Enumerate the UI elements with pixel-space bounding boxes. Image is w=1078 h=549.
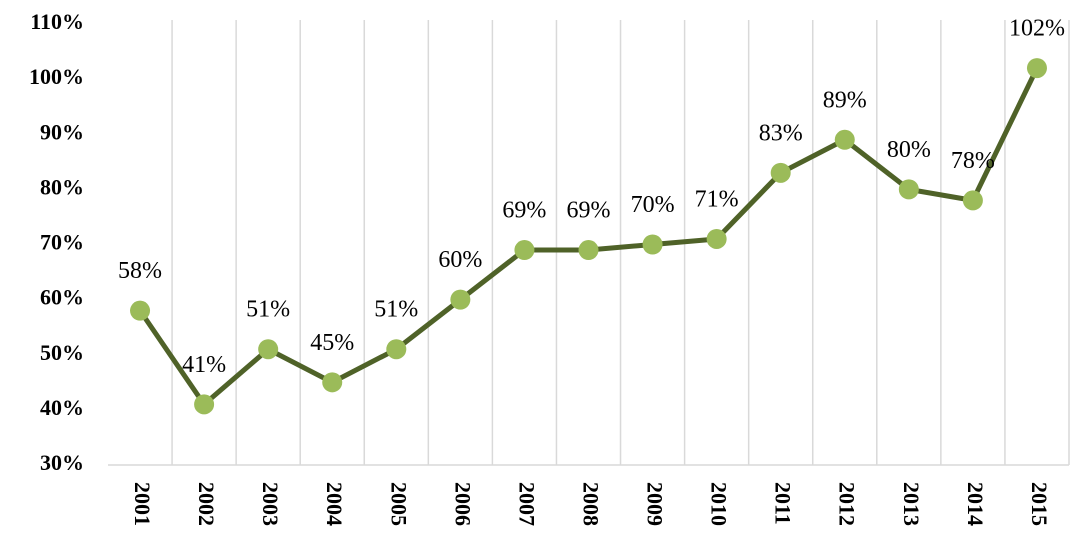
x-tick-label: 2015 (1027, 482, 1052, 526)
data-label: 51% (374, 297, 418, 323)
data-label: 51% (246, 297, 290, 323)
marker (578, 240, 599, 261)
data-label: 80% (887, 137, 931, 163)
data-label: 69% (567, 198, 611, 224)
marker (386, 339, 407, 360)
marker (642, 234, 663, 255)
marker (194, 394, 215, 415)
data-label: 58% (118, 258, 162, 284)
x-tick-label: 2011 (771, 482, 796, 525)
data-label: 70% (631, 192, 675, 218)
x-tick-label: 2008 (578, 482, 603, 526)
data-label: 69% (502, 198, 546, 224)
x-tick-label: 2006 (450, 482, 475, 526)
y-tick-label: 80% (40, 174, 84, 199)
x-tick-label: 2014 (963, 482, 988, 526)
data-label: 83% (759, 120, 803, 146)
data-label: 45% (310, 330, 354, 356)
x-tick-label: 2005 (386, 482, 411, 526)
marker (706, 228, 727, 249)
y-tick-label: 40% (40, 395, 84, 420)
data-label: 102% (1009, 16, 1065, 42)
x-tick-label: 2010 (707, 482, 732, 526)
x-tick-label: 2004 (322, 482, 347, 526)
marker (450, 289, 471, 310)
x-tick-label: 2009 (643, 482, 668, 526)
x-tick-label: 2002 (194, 482, 219, 526)
marker (514, 240, 535, 261)
x-tick-label: 2001 (130, 482, 155, 526)
x-tick-label: 2007 (514, 482, 539, 526)
marker (834, 129, 855, 150)
y-tick-label: 50% (40, 340, 84, 365)
y-tick-label: 60% (40, 285, 84, 310)
marker (1026, 58, 1047, 79)
marker (130, 300, 151, 321)
marker (258, 339, 279, 360)
y-tick-label: 30% (40, 450, 84, 475)
marker (322, 372, 343, 393)
marker (770, 162, 791, 183)
data-label: 78% (951, 148, 995, 174)
y-tick-label: 110% (30, 9, 84, 34)
data-label: 89% (823, 87, 867, 113)
marker (962, 190, 983, 211)
x-tick-label: 2012 (835, 482, 860, 526)
data-label: 71% (695, 186, 739, 212)
y-tick-label: 90% (40, 119, 84, 144)
y-tick-label: 70% (40, 230, 84, 255)
x-tick-label: 2013 (899, 482, 924, 526)
marker (898, 179, 919, 200)
data-label: 60% (438, 247, 482, 273)
data-label: 41% (182, 352, 226, 378)
y-tick-label: 100% (29, 64, 84, 89)
x-tick-label: 2003 (258, 482, 283, 526)
